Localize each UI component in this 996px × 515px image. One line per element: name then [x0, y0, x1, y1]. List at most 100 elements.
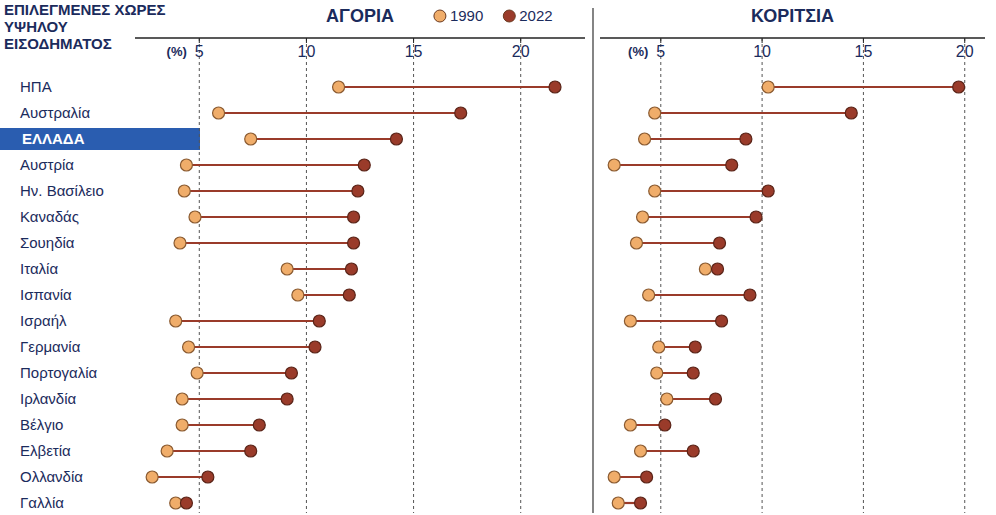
dot-2022 — [716, 315, 728, 327]
category-label: ΕΛΛΑΔΑ — [22, 130, 85, 147]
dot-1990 — [176, 393, 188, 405]
dot-1990 — [612, 497, 624, 509]
dumbbell-line — [182, 424, 259, 426]
panel: 5101520(%)ΚΟΡΙΤΣΙΑ — [600, 6, 985, 513]
tick-label: 15 — [855, 43, 873, 60]
dot-2022 — [309, 341, 321, 353]
dumbbell-line — [655, 112, 852, 114]
dot-2022 — [245, 445, 257, 457]
dot-1990 — [176, 419, 188, 431]
dot-2022 — [549, 81, 561, 93]
legend-marker — [434, 10, 446, 22]
category-label: ΗΠΑ — [20, 78, 52, 95]
dumbbell-line — [630, 320, 721, 322]
dumbbell-line — [167, 450, 251, 452]
legend: 19902022 — [434, 7, 553, 24]
marks — [146, 81, 561, 509]
dot-1990 — [213, 107, 225, 119]
dot-2022 — [253, 419, 265, 431]
dot-1990 — [651, 367, 663, 379]
category-label: Καναδάς — [20, 208, 79, 225]
dot-2022 — [740, 133, 752, 145]
dot-2022 — [281, 393, 293, 405]
dot-1990 — [183, 341, 195, 353]
legend-marker — [503, 10, 515, 22]
category-label: Ελβετία — [20, 442, 71, 459]
dumbbell-line — [180, 242, 354, 244]
category-label: Σουηδία — [20, 234, 75, 251]
dot-1990 — [649, 107, 661, 119]
highlight-band — [0, 128, 200, 150]
dot-2022 — [726, 159, 738, 171]
grid-line — [863, 38, 864, 513]
dot-1990 — [608, 471, 620, 483]
dumbbell-line — [195, 216, 354, 218]
dumbbell-line — [636, 242, 719, 244]
dot-1990 — [245, 133, 257, 145]
dot-1990 — [653, 341, 665, 353]
header: ΕΠΙΛΕΓΜΕΝΕΣ ΧΩΡΕΣΥΨΗΛΟΥΕΙΣΟΔΗΜΑΤΟΣ — [4, 1, 166, 52]
dumbbell-line — [768, 86, 958, 88]
dot-1990 — [189, 211, 201, 223]
dot-1990 — [146, 471, 158, 483]
dumbbell-line — [176, 320, 320, 322]
dot-2022 — [343, 289, 355, 301]
panel-divider — [592, 8, 593, 513]
category-label: Ισραήλ — [20, 312, 67, 329]
category-label: Γαλλία — [20, 494, 64, 511]
dot-1990 — [624, 315, 636, 327]
dot-2022 — [352, 185, 364, 197]
dot-2022 — [348, 211, 360, 223]
header-title-line: ΕΠΙΛΕΓΜΕΝΕΣ ΧΩΡΕΣ — [4, 1, 166, 18]
dot-1990 — [630, 237, 642, 249]
category-label: Πορτογαλία — [20, 364, 98, 381]
tick-label: 5 — [195, 43, 204, 60]
dot-1990 — [661, 393, 673, 405]
panel-title: ΚΟΡΙΤΣΙΑ — [751, 6, 834, 26]
header-title: ΕΠΙΛΕΓΜΕΝΕΣ ΧΩΡΕΣΥΨΗΛΟΥΕΙΣΟΔΗΜΑΤΟΣ — [4, 1, 166, 52]
dot-2022 — [714, 237, 726, 249]
dumbbell-line — [655, 190, 768, 192]
dot-2022 — [358, 159, 370, 171]
category-label: Βέλγιο — [20, 416, 63, 433]
category-label: Αυστραλία — [20, 104, 90, 121]
dot-2022 — [687, 445, 699, 457]
dumbbell-line — [667, 398, 716, 400]
dumbbell-line — [197, 372, 291, 374]
dot-2022 — [285, 367, 297, 379]
grid-line — [762, 38, 763, 513]
legend-label: 2022 — [519, 7, 552, 24]
dumbbell-line — [184, 190, 358, 192]
tick-label: 20 — [956, 43, 974, 60]
dot-2022 — [635, 497, 647, 509]
chart: ΕΠΙΛΕΓΜΕΝΕΣ ΧΩΡΕΣΥΨΗΛΟΥΕΙΣΟΔΗΜΑΤΟΣ ΗΠΑ Αυσ… — [0, 0, 996, 515]
dot-2022 — [641, 471, 653, 483]
tick-label: 10 — [298, 43, 316, 60]
category-label: Ιρλανδία — [20, 390, 77, 407]
category-label: Ολλανδία — [20, 468, 83, 485]
dot-2022 — [744, 289, 756, 301]
dumbbell-line — [641, 450, 694, 452]
dot-1990 — [333, 81, 345, 93]
dot-2022 — [345, 263, 357, 275]
dot-1990 — [161, 445, 173, 457]
dot-1990 — [170, 315, 182, 327]
dot-2022 — [313, 315, 325, 327]
dumbbell-line — [152, 476, 208, 478]
dumbbell-line — [186, 164, 364, 166]
dot-1990 — [178, 185, 190, 197]
dumbbell-line — [649, 294, 750, 296]
category-label: Ιταλία — [20, 260, 58, 277]
dot-1990 — [699, 263, 711, 275]
dot-2022 — [710, 393, 722, 405]
grid-line — [306, 38, 307, 513]
dot-2022 — [687, 367, 699, 379]
dumbbell-line — [189, 346, 315, 348]
dumbbell-line — [182, 398, 287, 400]
header-title-line: ΥΨΗΛΟΥ — [4, 18, 68, 35]
dumbbell-line — [251, 138, 397, 140]
dot-2022 — [180, 497, 192, 509]
dot-2022 — [712, 263, 724, 275]
dot-1990 — [292, 289, 304, 301]
panel: 5101520(%)ΑΓΟΡΙΑ19902022 — [135, 6, 585, 513]
